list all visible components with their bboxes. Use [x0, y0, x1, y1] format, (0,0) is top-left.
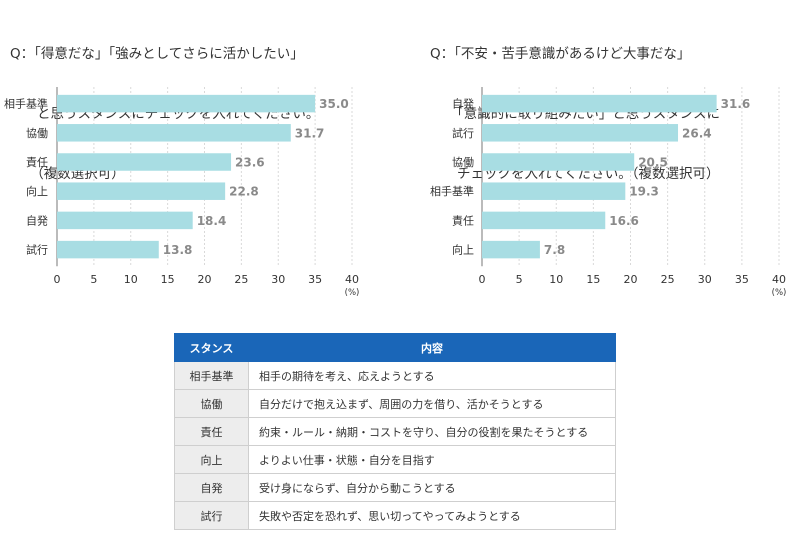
left-chart-tick-label: 25 [234, 273, 248, 286]
stance-name: 相手基準 [174, 361, 249, 390]
right-chart-value-label: 20.5 [638, 156, 668, 170]
left-chart-category-label: 協働 [26, 127, 48, 140]
table-row: 向上 よりよい仕事・状態・自分を目指す [174, 445, 616, 474]
table-row: 自発 受け身にならず、自分から動こうとする [174, 473, 616, 502]
right-chart-value-label: 31.6 [721, 97, 751, 111]
stance-description: 約束・ルール・納期・コストを守り、自分の役割を果たそうとする [248, 417, 616, 446]
right-chart-tick-label: 35 [735, 273, 749, 286]
stance-description: 自分だけで抱え込まず、周囲の力を借り、活かそうとする [248, 389, 616, 418]
table-header-content: 内容 [248, 333, 616, 362]
left-chart-tick-label: 5 [90, 273, 97, 286]
stance-name: 試行 [174, 501, 249, 530]
left-chart-bar [57, 240, 159, 259]
right-chart-tick-label: 0 [479, 273, 486, 286]
stance-name: 責任 [174, 417, 249, 446]
left-chart-tick-label: 15 [161, 273, 175, 286]
table-row: 責任 約束・ルール・納期・コストを守り、自分の役割を果たそうとする [174, 417, 616, 446]
right-chart-bar [482, 240, 540, 259]
left-chart-value-label: 23.6 [235, 156, 265, 170]
table-row: 試行 失敗や否定を恐れず、思い切ってやってみようとする [174, 501, 616, 530]
right-chart-tick-label: 25 [661, 273, 675, 286]
left-chart-value-label: 13.8 [163, 243, 193, 257]
left-chart-tick-label: 35 [308, 273, 322, 286]
right-chart-category-label: 相手基準 [430, 184, 474, 198]
stance-name: 協働 [174, 389, 249, 418]
left-chart-value-label: 22.8 [229, 185, 259, 199]
left-chart-category-label: 責任 [26, 155, 48, 169]
right-question-line-1: Q：「不安・苦手意識があるけど大事だな」 [430, 46, 691, 62]
right-chart-value-label: 26.4 [682, 126, 712, 140]
left-chart-value-label: 31.7 [295, 126, 325, 140]
stance-table: スタンス 内容 相手基準 相手の期待を考え、応えようとする 協働 自分だけで抱え… [174, 333, 616, 530]
right-chart-value-label: 7.8 [544, 243, 565, 257]
left-chart-value-label: 18.4 [197, 214, 227, 228]
table-row: 協働 自分だけで抱え込まず、周囲の力を借り、活かそうとする [174, 389, 616, 418]
left-chart-bar [57, 153, 232, 171]
right-chart-tick-label: 20 [624, 273, 638, 286]
left-chart-bar [57, 211, 193, 230]
table-header-row: スタンス 内容 [174, 333, 616, 362]
left-chart-tick-label: 10 [124, 273, 138, 286]
right-chart-category-label: 協働 [452, 156, 474, 169]
right-chart-value-label: 16.6 [609, 214, 639, 228]
left-chart-bar [57, 124, 291, 142]
stance-name: 向上 [174, 445, 249, 474]
stance-description: 受け身にならず、自分から動こうとする [248, 473, 616, 502]
right-chart-bar [482, 211, 606, 230]
table-row: 相手基準 相手の期待を考え、応えようとする [174, 361, 616, 390]
right-chart-tick-label: 10 [549, 273, 563, 286]
left-chart-value-label: 35.0 [319, 97, 349, 111]
left-chart-bar [57, 182, 226, 200]
stance-description: 相手の期待を考え、応えようとする [248, 361, 616, 390]
right-chart-category-label: 責任 [452, 213, 474, 227]
left-chart-tick-label: 20 [198, 273, 212, 286]
left-chart-unit-label: (%) [345, 288, 360, 298]
right-chart-category-label: 自発 [452, 97, 474, 111]
stance-description: 失敗や否定を恐れず、思い切ってやってみようとする [248, 501, 616, 530]
right-chart-bar [482, 153, 635, 171]
right-chart-tick-label: 15 [586, 273, 600, 286]
stance-name: 自発 [174, 473, 249, 502]
right-chart-bar [482, 94, 717, 113]
right-chart-tick-label: 40 [772, 273, 786, 286]
right-chart-bar [482, 124, 679, 142]
left-chart-category-label: 自発 [26, 213, 48, 227]
right-chart-category-label: 向上 [452, 243, 474, 257]
left-chart-tick-label: 40 [345, 273, 359, 286]
left-chart-tick-label: 0 [54, 273, 61, 286]
right-chart-bar [482, 182, 626, 200]
left-chart-category-label: 試行 [26, 243, 48, 257]
left-chart-tick-label: 30 [271, 273, 285, 286]
left-chart-category-label: 相手基準 [4, 97, 48, 111]
right-chart-tick-label: 30 [698, 273, 712, 286]
left-chart-category-label: 向上 [26, 184, 48, 198]
left-question-line-1: Q：「得意だな」「強みとしてさらに活かしたい」 [10, 46, 304, 62]
left-chart-bar [57, 94, 316, 113]
bar-charts: 相手基準 35.0 協働 31.7 責任 23.6 向上 22.8 自発 18.4 試行 13.8 0 5… [4, 87, 787, 298]
right-chart-unit-label: (%) [772, 288, 787, 298]
right-chart-value-label: 19.3 [629, 185, 659, 199]
stance-description: よりよい仕事・状態・自分を目指す [248, 445, 616, 474]
right-chart-tick-label: 5 [516, 273, 523, 286]
table-header-stance: スタンス [174, 333, 249, 362]
right-chart-category-label: 試行 [452, 126, 474, 140]
